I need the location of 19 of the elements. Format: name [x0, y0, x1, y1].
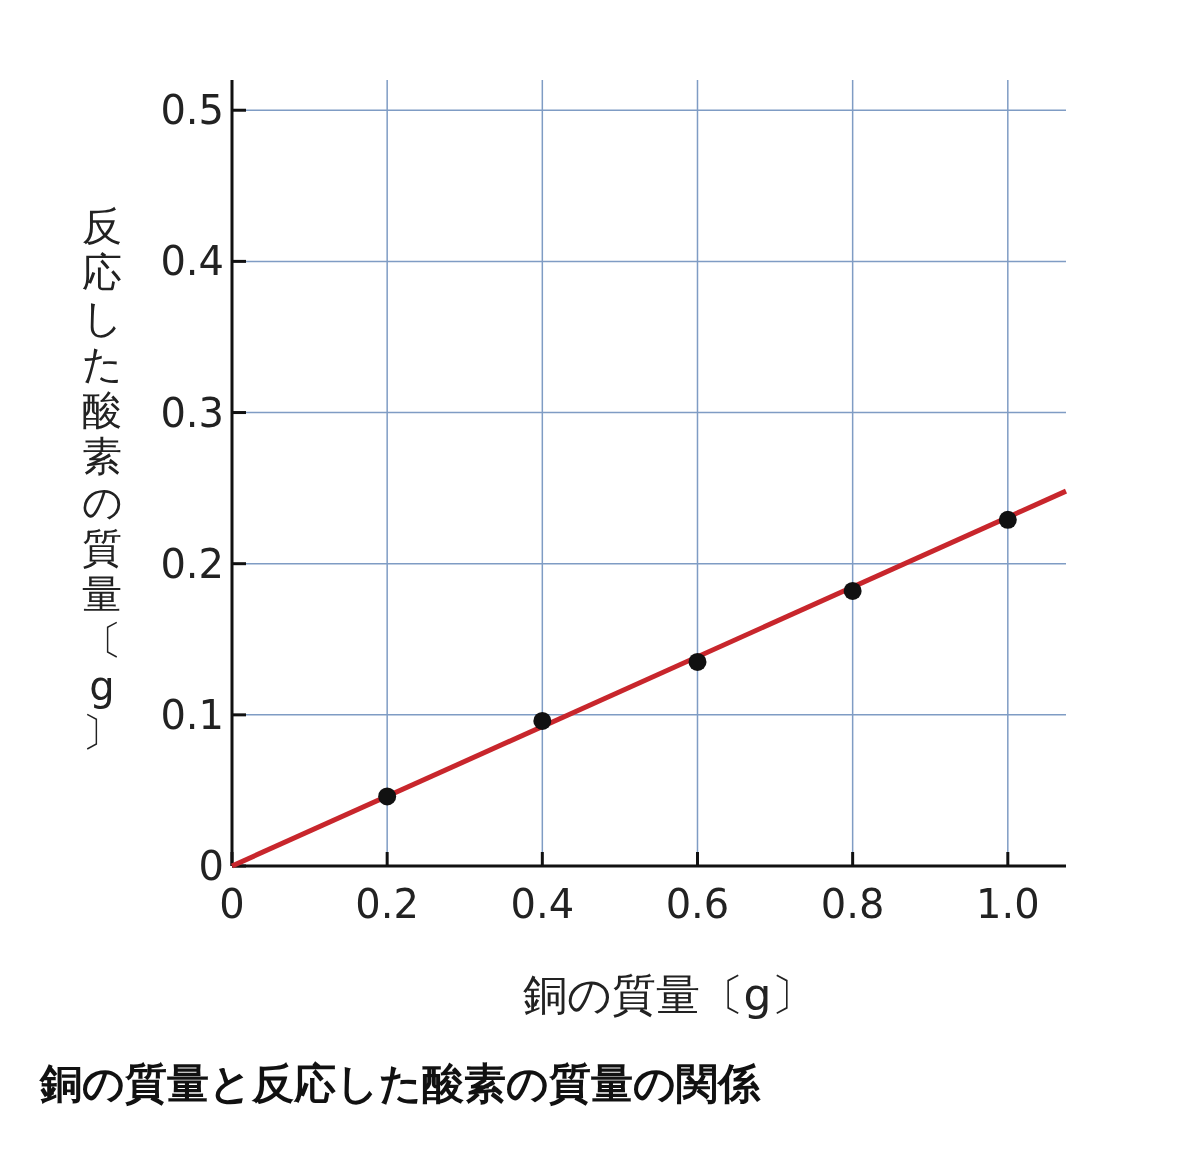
text: 銅の質量と反応した酸素の質量の関係 [39, 1059, 761, 1108]
y-tick-label: 0.1 [160, 691, 224, 738]
point [688, 652, 707, 671]
x-tick-label: 0.8 [820, 881, 885, 927]
y-tick-label: 0.2 [160, 540, 224, 587]
x-tick-label: 1.0 [976, 881, 1040, 927]
y-tick-label: 0.5 [160, 87, 224, 134]
x-tick-label: 0.4 [510, 881, 575, 927]
text: 反応した酸素の質量〔g〕 [81, 203, 123, 755]
x-tick-label: 0.2 [355, 881, 419, 927]
point [533, 711, 552, 730]
point [998, 510, 1017, 529]
y-tick-label: 0.3 [160, 389, 224, 436]
x-axis-title: 銅の質量〔g〕 [522, 969, 816, 1020]
point [843, 581, 862, 600]
y-tick-label: 0.4 [160, 238, 224, 285]
x-tick-label: 0.6 [665, 881, 730, 927]
point [378, 787, 397, 806]
y-tick-label: 0 [198, 843, 224, 889]
